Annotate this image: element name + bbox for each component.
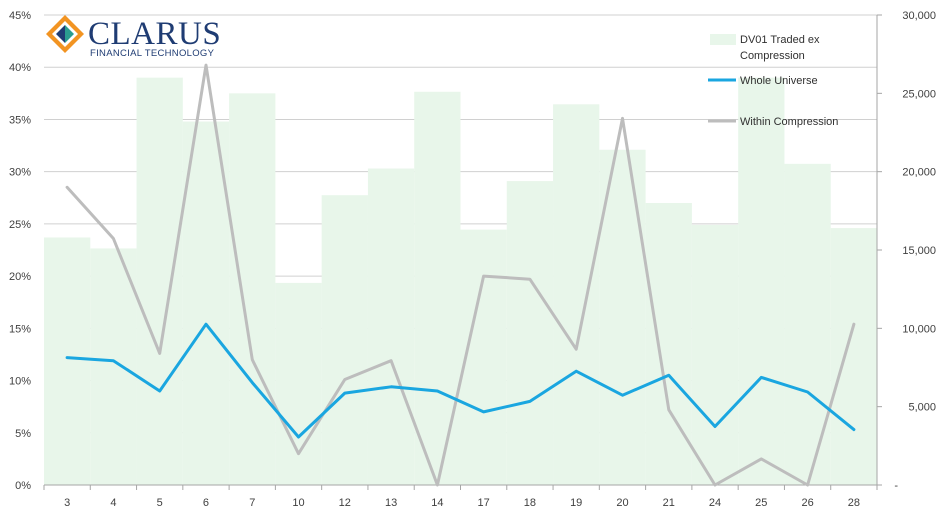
y-left-tick-label: 40% [9,62,31,74]
x-tick-label: 6 [203,497,209,509]
logo-wordmark: CLARUS [88,16,221,52]
y-left-tick-label: 0% [15,480,31,492]
y-left-tick-label: 25% [9,219,31,231]
x-tick-label: 17 [478,497,490,509]
x-tick-label: 14 [431,497,443,509]
y-right-tick-label: 25,000 [902,88,936,100]
bar [506,181,554,486]
bar [691,224,739,485]
legend: DV01 Traded ex Compression Whole Univers… [708,34,838,128]
y-left-tick-label: 35% [9,114,31,126]
bar [367,168,415,486]
x-tick-label: 3 [64,497,70,509]
bar [784,163,831,486]
y-left-tick-label: 20% [9,271,31,283]
y-left-tick-label: 10% [9,376,31,388]
x-tick-label: 24 [709,497,721,509]
y-right-tick-label: 10,000 [902,323,936,335]
legend-swatch-bars [710,34,736,45]
x-tick-label: 19 [570,497,582,509]
clarus-logo-mark-icon [46,15,84,53]
axes [43,14,882,490]
x-tick-label: 18 [524,497,536,509]
line-series [65,63,856,487]
y-left-tick-label: 30% [9,167,31,179]
bar [44,237,91,485]
legend-label-whole-universe: Whole Universe [740,75,818,87]
y-right-tick-label: 5,000 [908,402,936,414]
x-tick-label: 12 [339,497,351,509]
bar [321,195,368,485]
logo-tagline: FINANCIAL TECHNOLOGY [90,48,215,59]
bar [553,104,600,486]
x-tick-label: 20 [616,497,628,509]
y-left-tick-label: 45% [9,10,31,22]
legend-label-bars-line1: DV01 Traded ex [740,34,820,46]
bar [599,149,646,485]
bar [90,248,137,485]
bar [738,77,785,486]
legend-label-within-compression: Within Compression [740,116,838,128]
bar [136,77,183,486]
x-tick-label: 28 [848,497,860,509]
y-right-tick-label: - [894,480,898,492]
y-left-tick-label: 5% [15,428,31,440]
bar [182,121,230,486]
legend-label-bars-line2: Compression [740,50,805,62]
x-tick-label: 10 [292,497,304,509]
y-right-tick-label: 20,000 [902,167,936,179]
tick-labels: 0% 5% 10% 15% 20% 25% 30% 35% 40% 45% - 5,000 10,000… [9,10,936,509]
y-left-tick-label: 15% [9,323,31,335]
bar [460,229,507,485]
whole-universe-line [65,322,856,439]
x-tick-label: 25 [755,497,767,509]
y-right-tick-label: 30,000 [902,10,936,22]
clarus-logo: CLARUS FINANCIAL TECHNOLOGY [46,15,221,59]
bar [645,203,692,485]
x-tick-label: 4 [110,497,116,509]
within-compression-line [65,63,856,487]
x-tick-label: 26 [801,497,813,509]
bar [830,228,877,486]
x-tick-label: 13 [385,497,397,509]
bar-series [44,77,877,486]
x-tick-label: 21 [663,497,675,509]
y-right-tick-label: 15,000 [902,245,936,257]
x-tick-label: 5 [157,497,163,509]
bar [414,91,461,486]
bar [229,93,276,485]
x-tick-label: 7 [249,497,255,509]
